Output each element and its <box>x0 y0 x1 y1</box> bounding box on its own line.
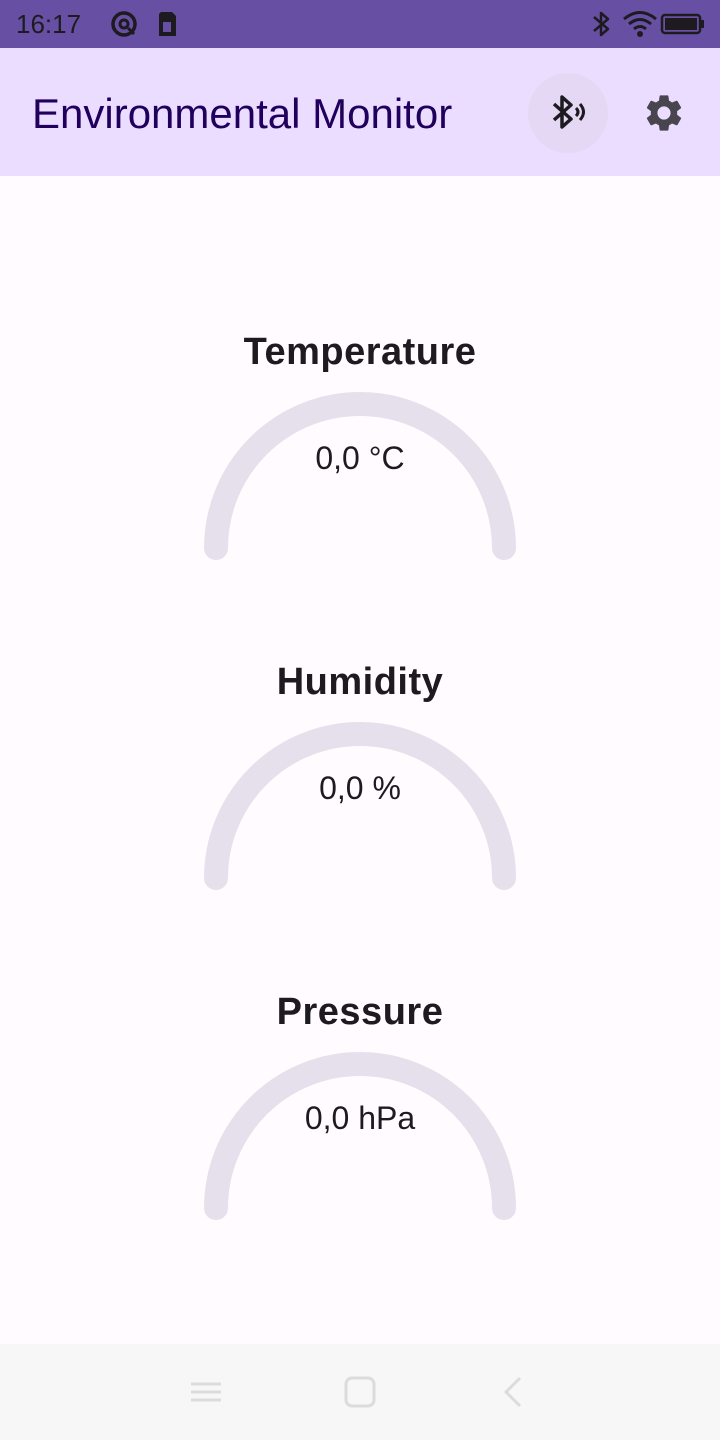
gauge-label: Pressure <box>276 991 444 1033</box>
gauge-value: 0,0 °C <box>315 440 405 476</box>
home-icon <box>344 1376 376 1408</box>
gauge-label: Temperature <box>243 331 477 373</box>
battery-icon <box>660 8 706 45</box>
bluetooth-icon <box>590 8 614 45</box>
menu-icon <box>191 1382 221 1402</box>
humidity-gauge: Humidity 0,0 % <box>160 660 560 920</box>
temperature-gauge: Temperature 0,0 °C <box>160 330 560 590</box>
gauge-value: 0,0 hPa <box>304 1100 416 1136</box>
back-button[interactable] <box>490 1368 538 1416</box>
wifi-icon <box>622 8 658 45</box>
status-bar: 16:17 <box>0 0 720 48</box>
settings-button[interactable] <box>624 73 704 153</box>
gear-icon <box>646 95 682 131</box>
top-app-bar: Environmental Monitor <box>0 48 720 176</box>
sim-card-icon <box>156 8 178 45</box>
gauge-label: Humidity <box>276 661 444 703</box>
system-navigation-bar <box>0 1344 720 1440</box>
pressure-gauge: Pressure 0,0 hPa <box>160 990 560 1250</box>
bluetooth-connect-button[interactable] <box>528 73 608 153</box>
back-icon <box>503 1376 522 1408</box>
app-title: Environmental Monitor <box>32 90 453 137</box>
status-time: 16:17 <box>16 9 82 39</box>
home-button[interactable] <box>336 1368 384 1416</box>
gauge-track <box>204 392 516 560</box>
gauge-track <box>204 1052 516 1220</box>
bluetooth-connect-icon <box>552 95 585 129</box>
at-sign-icon <box>108 8 140 45</box>
menu-button[interactable] <box>182 1368 230 1416</box>
gauge-value: 0,0 % <box>319 770 401 806</box>
gauge-track <box>204 722 516 890</box>
